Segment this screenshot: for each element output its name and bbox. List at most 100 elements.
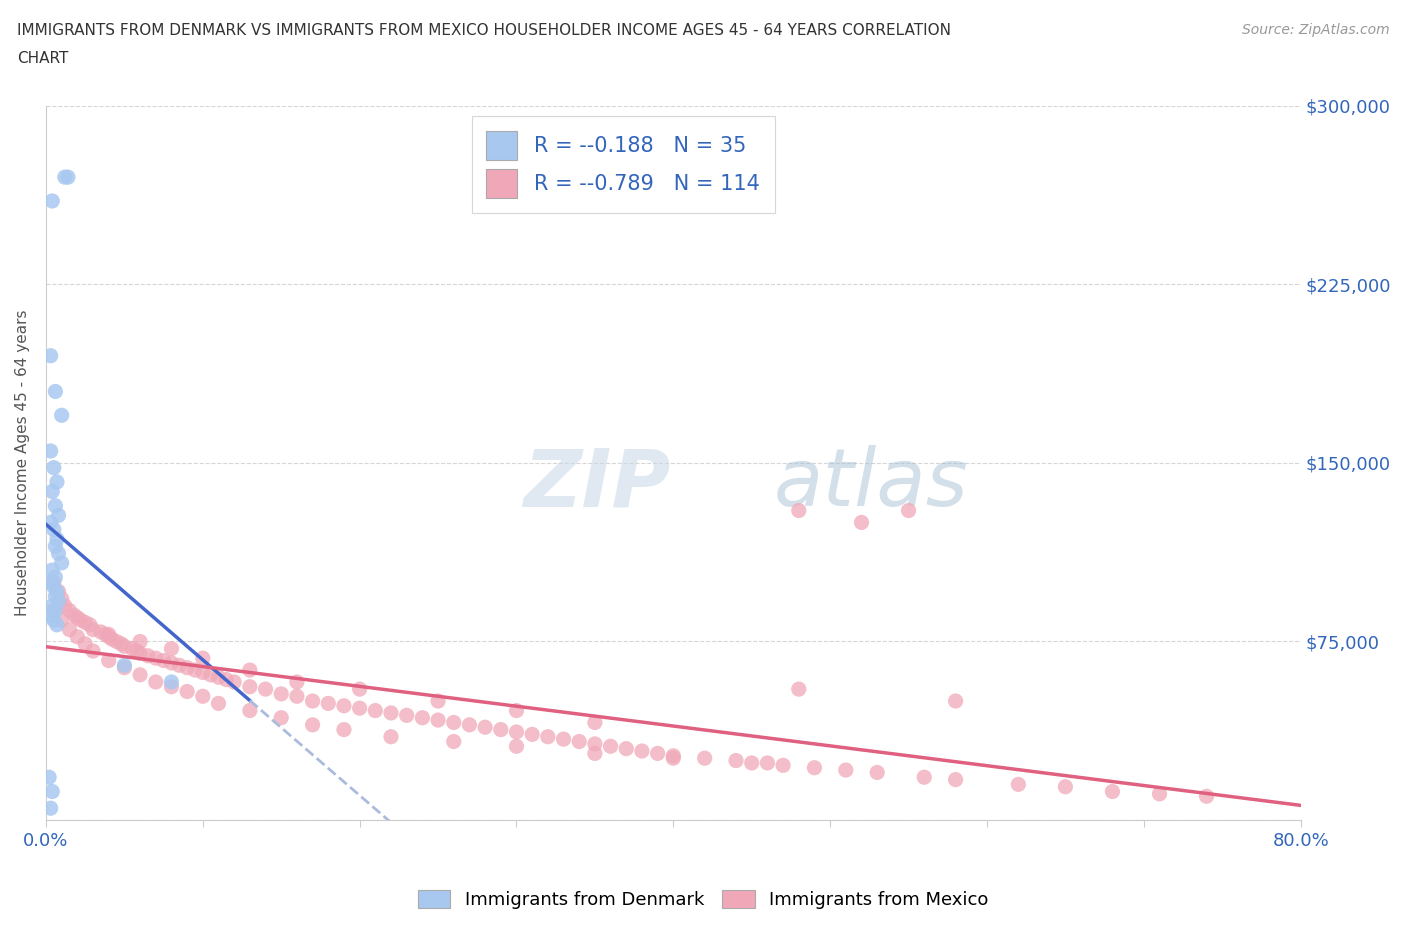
Point [41,598,63,613]
Point [48,546,70,561]
Point [136,648,159,663]
Point [110,636,132,651]
Point [583,715,606,730]
Point [145,674,167,689]
Point [380,729,402,744]
Point [239,703,262,718]
Point [568,734,591,749]
Point [58,603,80,618]
Point [63,608,86,623]
Point [41,563,63,578]
Point [42,579,65,594]
Point [75,636,97,651]
Point [756,755,779,770]
Point [301,694,323,709]
Point [176,684,198,699]
Point [239,679,262,694]
Point [125,644,148,658]
Point [42,522,65,537]
Text: ZIP: ZIP [523,445,671,524]
Point [443,734,465,749]
Point [215,672,238,687]
Point [897,503,920,518]
Point [349,700,371,715]
Point [48,593,70,608]
Point [285,674,308,689]
Point [46,584,69,599]
Point [44,589,66,604]
Point [112,639,135,654]
Point [58,622,80,637]
Point [41,484,63,498]
Point [239,663,262,678]
Point [207,696,229,711]
Point [270,711,292,725]
Point [38,770,60,785]
Point [53,598,76,613]
Point [427,694,450,709]
Point [152,653,174,668]
Point [39,608,62,623]
Point [191,651,214,666]
Point [46,618,69,632]
Text: CHART: CHART [17,51,69,66]
Point [803,760,825,775]
Point [46,474,69,489]
Point [835,763,858,777]
Point [333,723,356,737]
Point [44,384,66,399]
Point [772,758,794,773]
Point [105,634,128,649]
Point [48,508,70,523]
Point [520,727,543,742]
Point [662,751,685,765]
Legend: Immigrants from Denmark, Immigrants from Mexico: Immigrants from Denmark, Immigrants from… [411,883,995,916]
Point [474,720,496,735]
Point [42,460,65,475]
Point [443,715,465,730]
Point [66,630,89,644]
Point [364,703,387,718]
Point [97,653,120,668]
Point [912,770,935,785]
Point [301,717,323,732]
Y-axis label: Householder Income Ages 45 - 64 years: Householder Income Ages 45 - 64 years [15,310,30,617]
Point [66,610,89,625]
Point [69,613,91,628]
Point [647,746,669,761]
Point [82,644,104,658]
Point [39,575,62,590]
Point [160,674,183,689]
Point [101,631,124,646]
Point [44,498,66,513]
Point [200,668,222,683]
Point [51,408,73,423]
Point [224,674,246,689]
Point [191,689,214,704]
Point [1149,787,1171,802]
Point [160,679,183,694]
Point [42,613,65,628]
Point [505,724,527,739]
Point [48,584,70,599]
Point [458,717,481,732]
Point [39,801,62,816]
Point [583,737,606,751]
Point [44,570,66,585]
Point [411,711,433,725]
Point [145,651,167,666]
Point [1101,784,1123,799]
Point [75,615,97,630]
Point [44,603,66,618]
Point [866,765,889,780]
Legend: R = --0.188   N = 35, R = --0.789   N = 114: R = --0.188 N = 35, R = --0.789 N = 114 [471,116,775,213]
Point [380,706,402,721]
Point [583,746,606,761]
Point [121,641,143,656]
Point [39,349,62,364]
Point [39,515,62,530]
Point [724,753,747,768]
Point [631,744,654,759]
Point [160,656,183,671]
Point [51,555,73,570]
